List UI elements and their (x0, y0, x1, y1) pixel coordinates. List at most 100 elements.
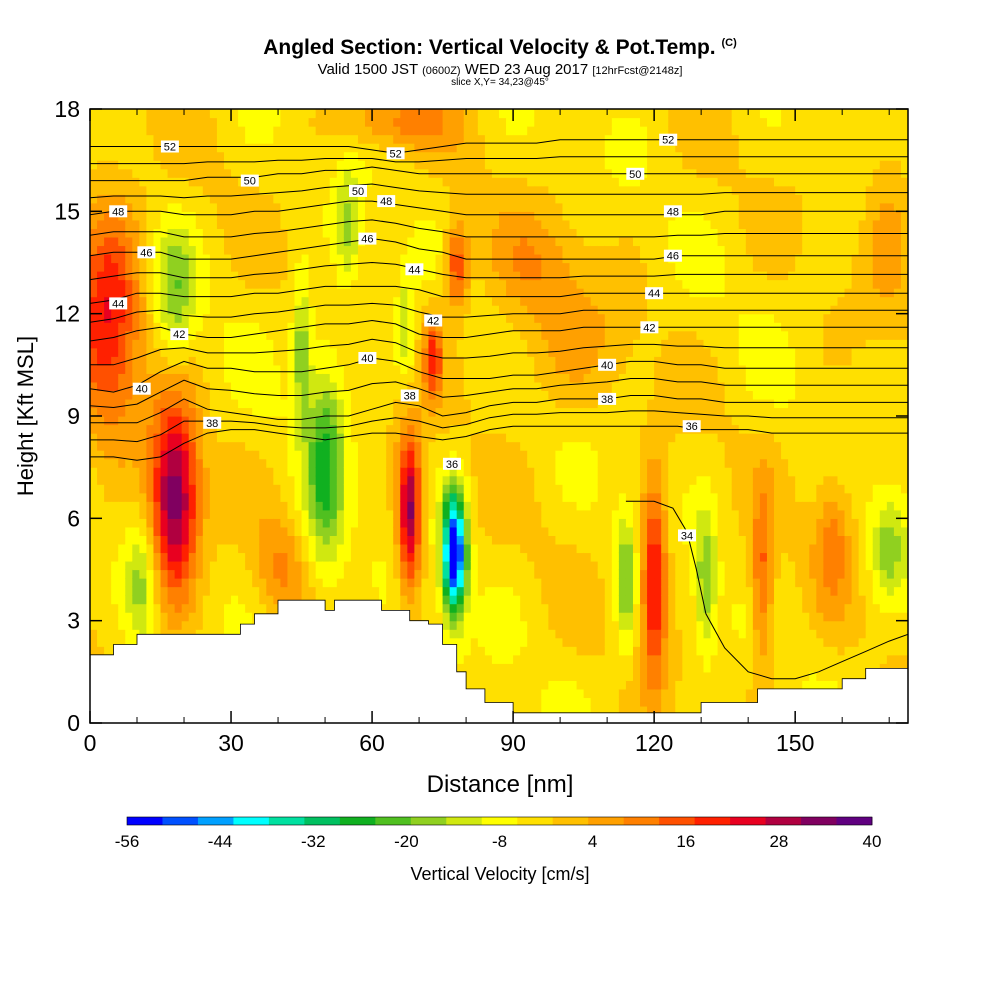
velocity-cell (266, 501, 274, 511)
velocity-cell (97, 347, 105, 357)
velocity-cell (548, 151, 557, 161)
velocity-cell (118, 236, 126, 247)
velocity-cell (456, 219, 465, 229)
velocity-cell (209, 236, 218, 247)
velocity-cell (301, 364, 310, 374)
velocity-cell (548, 543, 557, 554)
velocity-cell (195, 271, 204, 281)
velocity-cell (534, 288, 542, 298)
velocity-cell (414, 595, 423, 605)
velocity-cell (167, 526, 176, 536)
velocity-cell (548, 492, 557, 502)
velocity-cell (266, 262, 274, 272)
velocity-cell (139, 407, 148, 417)
velocity-cell (266, 595, 274, 605)
velocity-cell (576, 578, 585, 588)
velocity-cell (174, 168, 183, 178)
velocity-cell (118, 390, 126, 400)
velocity-cell (407, 160, 415, 170)
velocity-cell (245, 262, 253, 272)
velocity-cell (216, 262, 225, 272)
velocity-cell (421, 253, 430, 264)
velocity-cell (513, 117, 521, 127)
velocity-cell (238, 398, 246, 409)
velocity-cell (195, 407, 204, 417)
velocity-cell (470, 646, 479, 656)
velocity-cell (90, 475, 98, 485)
velocity-cell (499, 245, 507, 255)
velocity-cell (202, 339, 211, 349)
velocity-cell (548, 134, 557, 144)
velocity-cell (336, 347, 345, 357)
velocity-cell (491, 680, 500, 690)
velocity-cell (534, 433, 542, 443)
velocity-cell (294, 356, 303, 366)
velocity-cell (252, 458, 260, 468)
velocity-cell (506, 245, 514, 255)
velocity-cell (386, 569, 394, 579)
velocity-cell (209, 356, 218, 366)
velocity-cell (484, 424, 493, 434)
velocity-cell (160, 194, 169, 204)
velocity-cell (132, 253, 140, 264)
velocity-cell (386, 484, 394, 494)
velocity-cell (491, 620, 500, 630)
velocity-cell (153, 620, 162, 630)
velocity-cell (428, 535, 437, 545)
velocity-cell (513, 356, 521, 366)
velocity-cell (562, 705, 571, 716)
velocity-cell (541, 441, 549, 451)
velocity-cell (202, 211, 211, 221)
velocity-cell (273, 228, 281, 238)
velocity-cell (499, 262, 507, 272)
velocity-cell (491, 458, 500, 468)
velocity-cell (513, 509, 521, 519)
velocity-cell (167, 339, 176, 349)
velocity-cell (238, 236, 246, 247)
velocity-cell (428, 262, 437, 272)
velocity-cell (195, 322, 204, 332)
velocity-cell (520, 228, 528, 238)
velocity-cell (421, 475, 430, 485)
velocity-cell (379, 126, 387, 136)
velocity-cell (562, 680, 571, 690)
velocity-cell (428, 458, 437, 468)
velocity-cell (421, 501, 430, 511)
velocity-cell (499, 416, 507, 426)
velocity-cell (372, 194, 380, 204)
velocity-cell (506, 407, 514, 417)
velocity-cell (245, 535, 253, 545)
velocity-cell (315, 552, 324, 562)
velocity-cell (484, 288, 493, 298)
velocity-cell (548, 612, 557, 622)
velocity-cell (146, 398, 155, 409)
velocity-cell (435, 322, 444, 332)
velocity-cell (231, 245, 239, 255)
velocity-cell (181, 236, 190, 247)
velocity-cell (435, 134, 444, 144)
velocity-cell (111, 398, 119, 409)
velocity-cell (527, 569, 535, 579)
velocity-cell (160, 330, 169, 340)
velocity-cell (259, 518, 267, 528)
velocity-cell (414, 228, 423, 238)
velocity-cell (160, 578, 169, 588)
velocity-cell (280, 322, 289, 332)
velocity-cell (449, 398, 458, 409)
velocity-cell (301, 526, 310, 536)
velocity-cell (315, 151, 324, 161)
velocity-cell (125, 424, 133, 434)
velocity-cell (118, 509, 126, 519)
velocity-cell (301, 279, 310, 289)
velocity-cell (181, 373, 190, 383)
velocity-cell (449, 603, 458, 613)
velocity-cell (287, 381, 296, 392)
velocity-cell (484, 450, 493, 460)
velocity-cell (442, 134, 451, 144)
velocity-cell (259, 509, 267, 519)
velocity-cell (104, 484, 112, 494)
velocity-cell (477, 509, 486, 519)
velocity-cell (576, 637, 585, 647)
velocity-cell (435, 253, 444, 264)
velocity-field (90, 109, 908, 723)
